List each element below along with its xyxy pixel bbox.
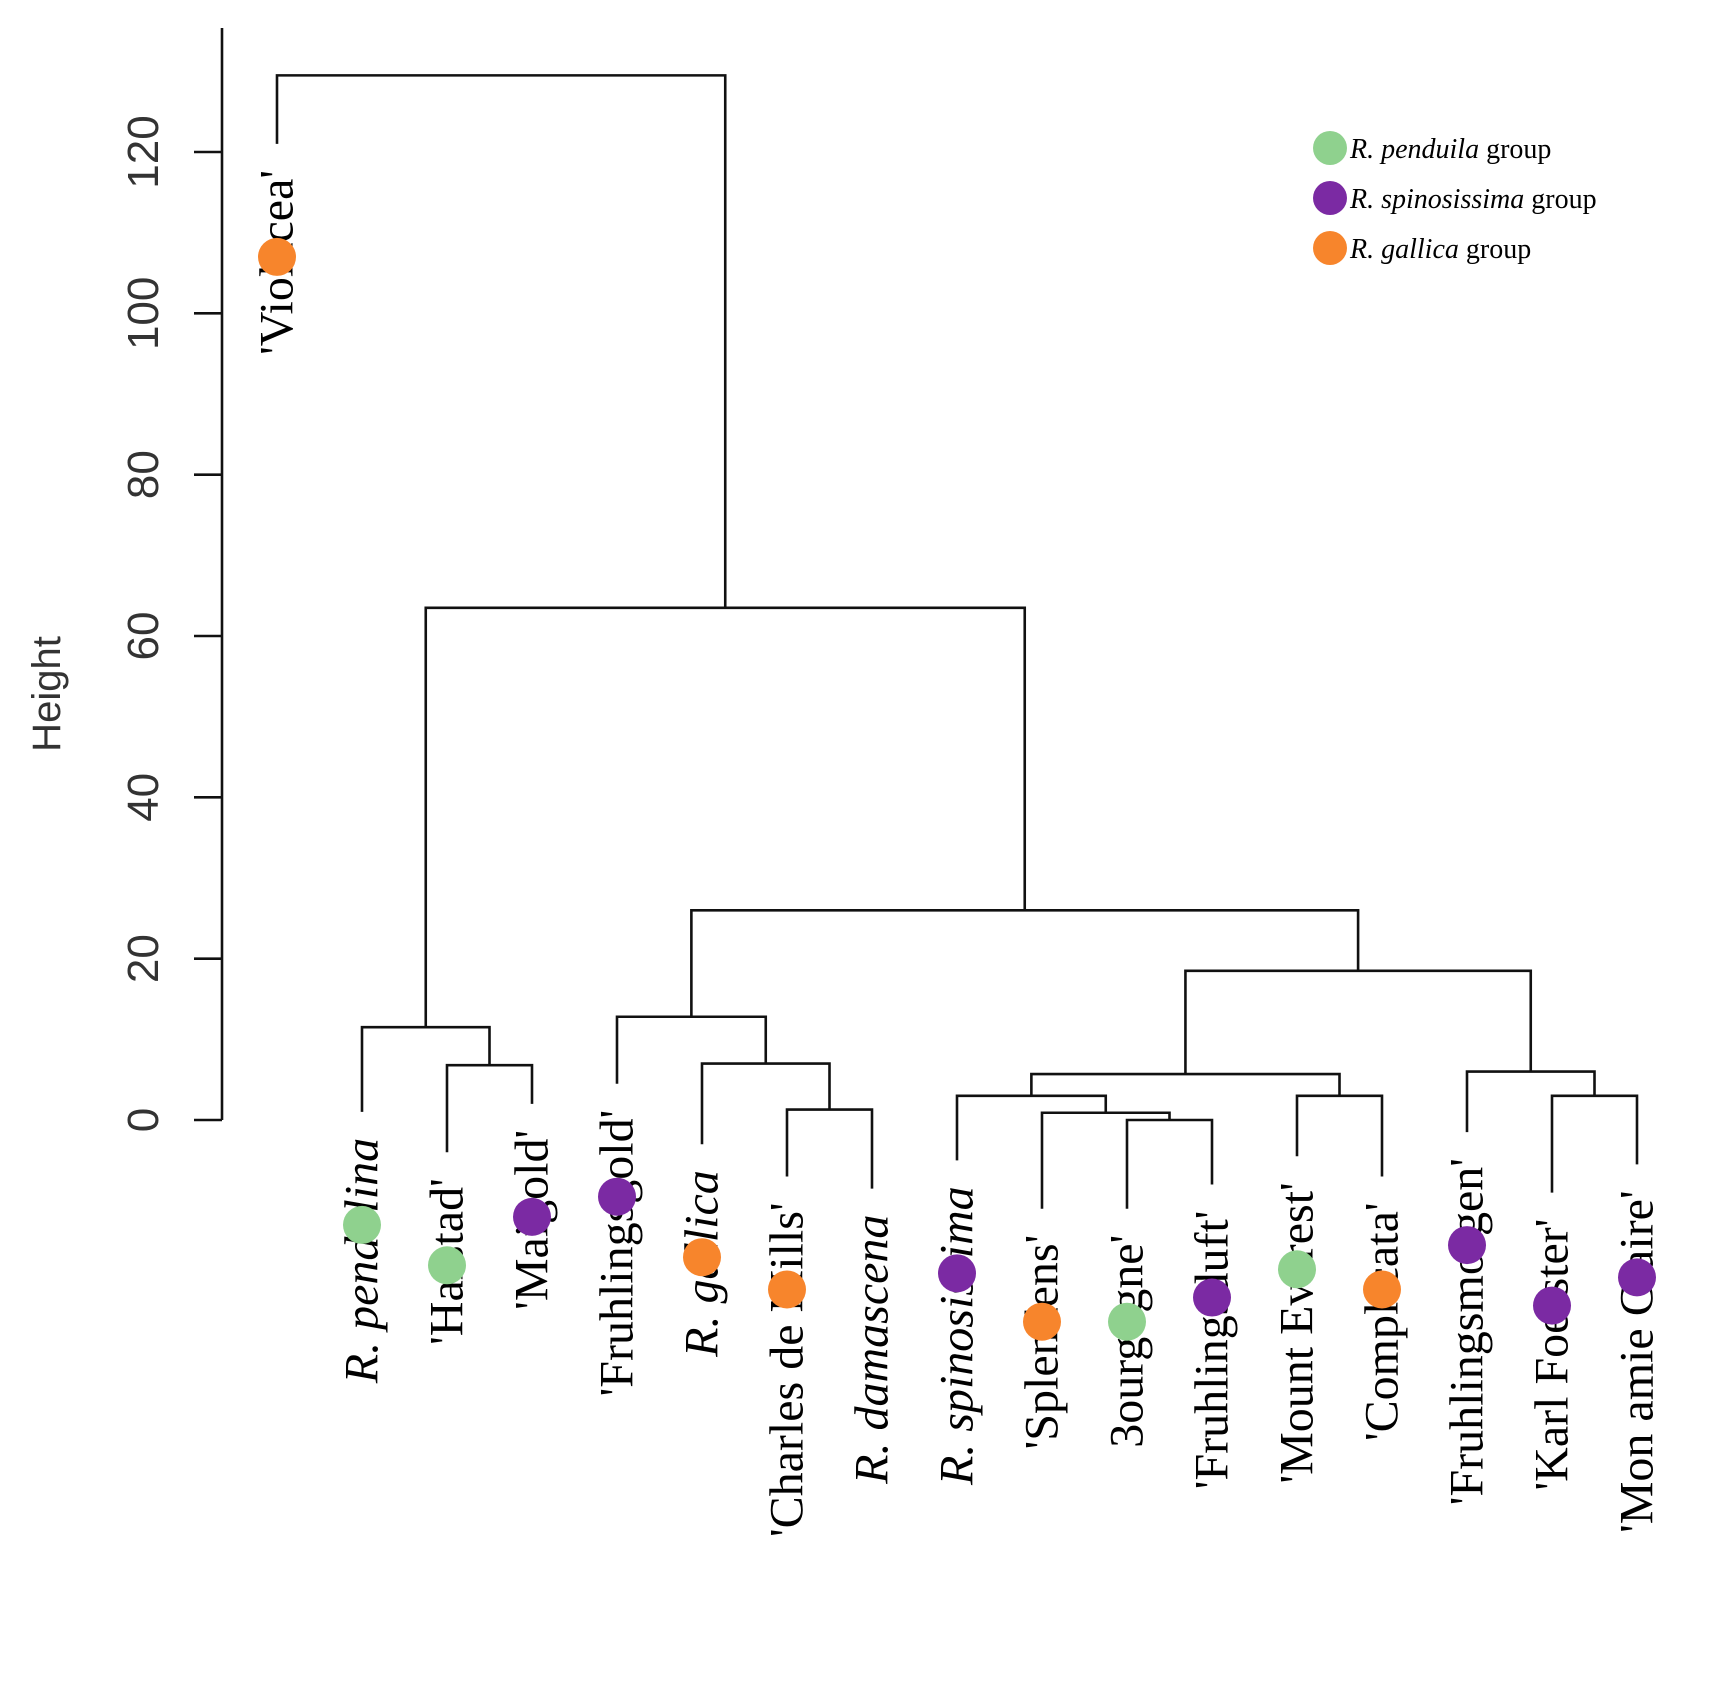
y-tick-label-40: 40 xyxy=(119,773,168,822)
leaf-marker-fruhlingsmorgen xyxy=(1448,1226,1486,1265)
leaf-fruhlingsgold: 'Fruhlingsgold' xyxy=(591,1110,644,1397)
leaf-label-monamie: 'Mon amie Claire' xyxy=(1611,1190,1664,1533)
branch-m_harstad_maigold xyxy=(445,1063,534,1153)
leaf-marker-fruhlingsgold xyxy=(598,1177,636,1216)
legend-label-spinosissima: R. spinosissima group xyxy=(1349,184,1597,215)
leaf-label-fruhlingsduft: 'Fruhlingsduft' xyxy=(1186,1211,1239,1490)
branch-m_right_grp xyxy=(1184,969,1533,1075)
branch-m_morgen_grp xyxy=(1465,1070,1596,1133)
leaf-marker-everest xyxy=(1278,1250,1316,1289)
branch-m_gallica_grp xyxy=(700,1062,831,1145)
leaf-monamie: 'Mon amie Claire' xyxy=(1611,1190,1664,1533)
branch-m_pendulina_grp xyxy=(360,1025,491,1112)
leaf-label-karl: 'Karl Foerster' xyxy=(1526,1219,1579,1491)
leaf-label-damascena: R. damascena xyxy=(846,1215,899,1485)
branch-m_mid_grp xyxy=(1030,1072,1341,1096)
branch-m_everest_compl xyxy=(1295,1094,1384,1177)
branch-m_root xyxy=(275,74,727,608)
leaf-label-fruhlingsmorgen: 'Fruhlingsmorgen' xyxy=(1441,1158,1494,1505)
legend-label-penduila: R. penduila group xyxy=(1349,134,1551,165)
leaf-marker-monamie xyxy=(1618,1258,1656,1297)
y-axis-title: Height xyxy=(25,636,69,752)
leaf-bourgogne: 3ourgogne' xyxy=(1101,1235,1154,1448)
leaf-label-everest: 'Mount Everest' xyxy=(1271,1182,1324,1483)
dendrogram-branches xyxy=(275,74,1639,1209)
y-tick-label-100: 100 xyxy=(119,277,168,350)
legend-suffix-spinosissima: group xyxy=(1524,184,1596,215)
legend-entry-gallica: R. gallica group xyxy=(1313,231,1531,265)
branch-m_spino_grp xyxy=(955,1094,1108,1161)
leaf-marker-charles xyxy=(768,1270,806,1309)
leaf-marker-complicata xyxy=(1363,1270,1401,1309)
leaf-charles: 'Charles de Mills' xyxy=(761,1202,814,1537)
leaf-fruhlingsmorgen: 'Fruhlingsmorgen' xyxy=(1441,1158,1494,1505)
leaf-gallica: R. gallica xyxy=(676,1170,729,1358)
leaf-label-charles: 'Charles de Mills' xyxy=(761,1202,814,1537)
legend-italic-spinosissima: R. spinosissima xyxy=(1349,184,1524,215)
leaf-damascena: R. damascena xyxy=(846,1215,899,1485)
legend-entry-spinosissima: R. spinosissima group xyxy=(1313,181,1597,215)
leaf-marker-harstad xyxy=(428,1246,466,1285)
leaf-marker-violacea xyxy=(258,237,296,276)
branch-m_gold_grp xyxy=(615,1015,768,1084)
leaf-everest: 'Mount Everest' xyxy=(1271,1182,1324,1483)
y-axis: 0 20 40 60 80 100 120 xyxy=(119,28,224,1132)
y-tick-label-0: 0 xyxy=(119,1108,168,1132)
leaf-marker-splendens xyxy=(1023,1302,1061,1341)
leaf-marker-pendulina xyxy=(343,1205,381,1244)
leaf-label-fruhlingsgold: 'Fruhlingsgold' xyxy=(591,1110,644,1397)
leaf-violacea: 'Violacea' xyxy=(251,170,304,355)
leaf-maigold: 'Maigold' xyxy=(506,1130,559,1310)
legend-marker-penduila xyxy=(1313,131,1347,165)
legend-italic-penduila: R. penduila xyxy=(1349,134,1479,165)
leaf-pendulina: R. pendulina xyxy=(336,1138,389,1384)
leaf-spinosissima: R. spinosissima xyxy=(931,1186,984,1486)
leaf-marker-bourgogne xyxy=(1108,1302,1146,1341)
legend-suffix-penduila: group xyxy=(1479,134,1551,165)
branch-m_charles_damascena xyxy=(785,1108,874,1189)
branch-m_center_grp xyxy=(690,908,1360,1017)
y-tick-label-120: 120 xyxy=(119,115,168,188)
leaf-harstad: 'Harstad' xyxy=(421,1178,474,1345)
leaf-marker-fruhlingsduft xyxy=(1193,1278,1231,1317)
leaf-label-spinosissima: R. spinosissima xyxy=(931,1186,984,1486)
legend-marker-spinosissima xyxy=(1313,181,1347,215)
y-tick-label-60: 60 xyxy=(119,612,168,661)
leaf-marker-karl xyxy=(1533,1286,1571,1325)
legend-suffix-gallica: group xyxy=(1459,234,1531,265)
leaf-label-pendulina: R. pendulina xyxy=(336,1138,389,1384)
leaf-label-splendens: 'Splendens' xyxy=(1016,1235,1069,1450)
y-tick-label-20: 20 xyxy=(119,934,168,983)
leaf-marker-spinosissima xyxy=(938,1254,976,1293)
branch-m_bourg_duft xyxy=(1125,1118,1214,1209)
leaf-labels: 'Violacea' R. pendulina 'Harstad' 'Maigold'… xyxy=(251,170,1664,1537)
leaf-splendens: 'Splendens' xyxy=(1016,1235,1069,1450)
leaf-complicata: 'Complicata' xyxy=(1356,1202,1409,1441)
legend-entry-penduila: R. penduila group xyxy=(1313,131,1551,165)
leaf-marker-maigold xyxy=(513,1197,551,1236)
legend-label-gallica: R. gallica group xyxy=(1349,234,1531,265)
leaf-marker-gallica xyxy=(683,1238,721,1277)
legend-italic-gallica: R. gallica xyxy=(1349,234,1459,265)
leaf-karl: 'Karl Foerster' xyxy=(1526,1219,1579,1491)
legend-marker-gallica xyxy=(1313,231,1347,265)
branch-m_splendens_grp xyxy=(1040,1111,1171,1209)
y-tick-label-80: 80 xyxy=(119,450,168,499)
branch-m_main_grp xyxy=(424,606,1027,1028)
leaf-label-bourgogne: 3ourgogne' xyxy=(1101,1235,1154,1448)
branch-m_karl_mon xyxy=(1550,1094,1639,1193)
leaf-fruhlingsduft: 'Fruhlingsduft' xyxy=(1186,1211,1239,1490)
leaf-label-complicata: 'Complicata' xyxy=(1356,1202,1409,1441)
